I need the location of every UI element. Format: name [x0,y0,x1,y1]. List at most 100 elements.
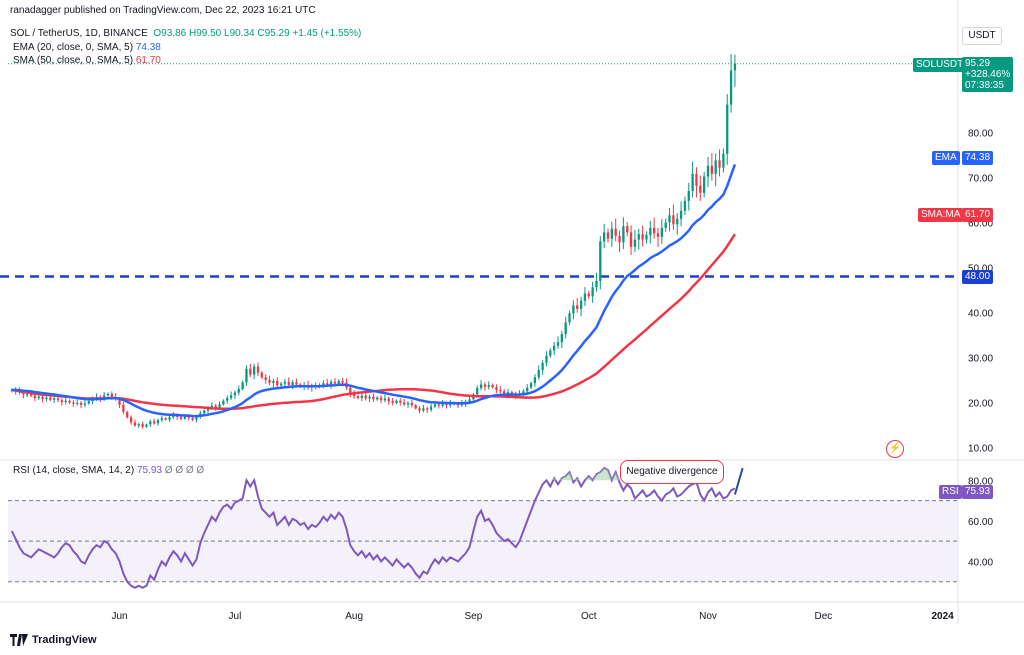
rsi-overbought-fill [558,478,562,481]
candle [83,403,87,405]
candle [103,395,106,399]
change-value: +1.45 (+1.55%) [292,28,362,39]
price-tick-label: 10.00 [968,444,993,455]
candle [149,421,152,425]
candle [37,396,40,398]
rsi-overbought-fill [596,472,601,481]
tradingview-icon [10,634,28,646]
candle [60,400,63,403]
candle [637,234,640,240]
flash-icon[interactable]: ⚡ [886,440,904,458]
candle [610,228,613,239]
divergence-trendline [733,467,744,495]
candle [537,370,540,378]
candle [579,300,583,309]
symbol-tag: SOLUSDT [913,58,967,72]
candle [649,227,652,236]
candle [595,281,598,288]
candle [260,372,263,378]
candle [568,313,571,323]
candle [241,382,244,389]
candle [572,305,575,314]
candle [391,401,394,403]
candle [576,305,579,309]
candle [483,384,487,387]
candle [164,418,167,420]
candle [45,397,48,399]
candle [256,366,260,373]
time-tick-label: Sep [464,611,482,622]
candle [118,398,121,405]
rsi-tag: RSI [939,485,962,499]
rsi-overbought-fill [588,476,593,481]
rsi-tick-label: 80.00 [968,476,993,487]
candle [564,322,567,335]
candle [676,218,679,225]
candle [506,392,510,394]
candle [529,383,533,388]
rsi-overbought-fill [608,470,612,481]
candle [195,416,198,420]
candle [133,422,137,426]
candle [722,153,725,168]
candle [387,398,390,402]
symbol-title: SOL / TetherUS, 1D, BINANCE [10,28,148,39]
time-tick-label: Nov [699,611,717,622]
rsi-overbought-fill [592,474,597,481]
publish-info: ranadagger published on TradingView.com,… [10,5,316,16]
candle [87,401,90,404]
candle [699,185,702,193]
price-tag: 95.29 +328.46% 07:38:35 [962,57,1014,92]
candle [376,397,379,400]
ohlc-legend: SOL / TetherUS, 1D, BINANCE O93.86 H99.5… [10,28,361,39]
candle [545,355,548,363]
candle [276,380,279,386]
candle [249,368,252,375]
candle [683,200,687,211]
rsi-legend: RSI (14, close, SMA, 14, 2) 75.93 Ø Ø Ø … [13,465,205,476]
price-tick-label: 80.00 [968,129,993,140]
candle [729,70,733,105]
candle [599,241,602,281]
currency-button[interactable]: USDT [962,27,1002,45]
tradingview-logo[interactable]: TradingView [10,634,97,646]
rsi-overbought-fill [569,472,574,481]
close-value: C95.29 [257,28,290,39]
candle [603,232,606,242]
candle [503,391,506,394]
price-tick-label: 30.00 [968,354,993,365]
rsi-overbought-fill [604,468,608,481]
candle [703,176,706,193]
candle [29,393,33,396]
candle [214,405,217,408]
rsi-overbought-fill [577,478,582,481]
sma-line [11,233,736,411]
negative-divergence-annotation[interactable]: Negative divergence [620,460,724,484]
rsi-overbought-fill [584,476,589,481]
candle [653,227,656,234]
candle [26,393,29,395]
candle [68,400,71,403]
candle [237,389,240,393]
candle [253,366,256,375]
candle [429,406,433,410]
rsi-overbought-fill [561,476,566,481]
candle [64,400,67,403]
candle [553,345,556,351]
candle [418,408,421,411]
candle [179,416,183,419]
candle [629,232,633,247]
candle [399,400,402,403]
candle [556,342,560,346]
candle [618,236,621,243]
candle [633,239,637,247]
candle [245,368,248,383]
sma-tag: SMA:MA [918,208,964,222]
candle [406,402,410,405]
candle [422,408,425,411]
candle [72,402,75,404]
candle [206,408,210,411]
candle [110,393,113,397]
candle [733,63,737,71]
